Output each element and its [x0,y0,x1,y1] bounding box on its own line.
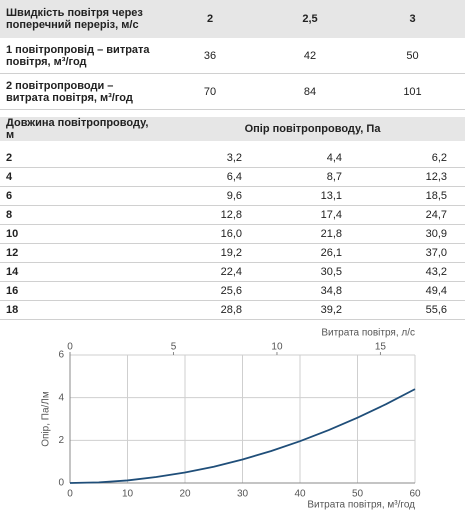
cell: 30,9 [360,224,465,244]
cell: 8,7 [260,167,360,187]
cell: 12,8 [160,205,260,225]
x2-tick-label: 15 [375,342,387,353]
cell: 6 [0,186,160,206]
header-cell: Довжина повітропроводу, м [0,117,160,141]
y-axis-title: Опір, Па/Лм [41,391,52,447]
cell: 22,4 [160,262,260,282]
cell: 28,8 [160,300,260,320]
x-tick-label: 40 [294,489,306,500]
row: 2 повітропроводи – витрата повітря, м³/г… [0,73,465,110]
y-tick-label: 2 [58,435,64,446]
row: 6 9,6 13,1 18,5 [0,186,465,206]
cell: 13,1 [260,186,360,206]
row: 10 16,0 21,8 30,9 [0,224,465,244]
cell: 16 [0,281,160,301]
header-cell: Опір повітропроводу, Па [160,117,465,141]
y-tick-label: 6 [58,350,64,361]
cell: 19,2 [160,243,260,263]
x-axis-title: Витрата повітря, м³/год [307,500,415,511]
header-cell: 2,5 [260,0,360,38]
cell: 2 повітропроводи – витрата повітря, м³/г… [0,73,160,110]
cell: 14 [0,262,160,282]
row: 12 19,2 26,1 37,0 [0,243,465,263]
x2-tick-label: 0 [67,342,73,353]
cell: 12 [0,243,160,263]
row: 2 3,2 4,4 6,2 [0,149,465,168]
cell: 3,2 [160,149,260,168]
cell: 6,2 [360,149,465,168]
row: 8 12,8 17,4 24,7 [0,205,465,225]
cell: 101 [360,73,465,110]
cell: 12,3 [360,167,465,187]
cell: 26,1 [260,243,360,263]
cell: 9,6 [160,186,260,206]
x-tick-label: 30 [237,489,249,500]
cell: 4 [0,167,160,187]
cell: 37,0 [360,243,465,263]
cell: 39,2 [260,300,360,320]
cell: 70 [160,73,260,110]
cell: 6,4 [160,167,260,187]
spacer [0,141,465,149]
row: 4 6,4 8,7 12,3 [0,167,465,187]
cell: 18 [0,300,160,320]
resistance-table: Довжина повітропроводу, м Опір повітропро… [0,117,465,320]
cell: 16,0 [160,224,260,244]
header-cell: 2 [160,0,260,38]
cell: 49,4 [360,281,465,301]
cell: 30,5 [260,262,360,282]
spacer-cell [0,141,465,149]
y-tick-label: 0 [58,478,64,489]
row: 16 25,6 34,8 49,4 [0,281,465,301]
row: 14 22,4 30,5 43,2 [0,262,465,282]
cell: 50 [360,38,465,74]
row: 18 28,8 39,2 55,6 [0,300,465,320]
x-tick-label: 50 [352,489,364,500]
x2-axis-title: Витрата повітря, л/с [321,328,415,339]
air-flow-table: Швидкість повітря через поперечний перер… [0,0,465,110]
cell: 36 [160,38,260,74]
cell: 17,4 [260,205,360,225]
x2-tick-label: 10 [271,342,283,353]
header-cell: 3 [360,0,465,38]
cell: 4,4 [260,149,360,168]
cell: 10 [0,224,160,244]
cell: 84 [260,73,360,110]
header-cell: Швидкість повітря через поперечний перер… [0,0,160,38]
cell: 18,5 [360,186,465,206]
x2-tick-label: 5 [171,342,177,353]
cell: 25,6 [160,281,260,301]
cell: 24,7 [360,205,465,225]
cell: 42 [260,38,360,74]
cell: 2 [0,149,160,168]
row: 1 повітропровід – витрата повітря, м³/го… [0,38,465,74]
cell: 34,8 [260,281,360,301]
cell: 21,8 [260,224,360,244]
cell: 55,6 [360,300,465,320]
cell: 1 повітропровід – витрата повітря, м³/го… [0,38,160,74]
cell: 43,2 [360,262,465,282]
x-tick-label: 60 [409,489,421,500]
x-tick-label: 0 [67,489,73,500]
x-tick-label: 20 [179,489,191,500]
y-tick-label: 4 [58,392,64,403]
data-line [69,388,416,484]
cell: 8 [0,205,160,225]
x-tick-label: 10 [122,489,134,500]
header-row: Швидкість повітря через поперечний перер… [0,0,465,38]
header-row: Довжина повітропроводу, м Опір повітропро… [0,117,465,141]
